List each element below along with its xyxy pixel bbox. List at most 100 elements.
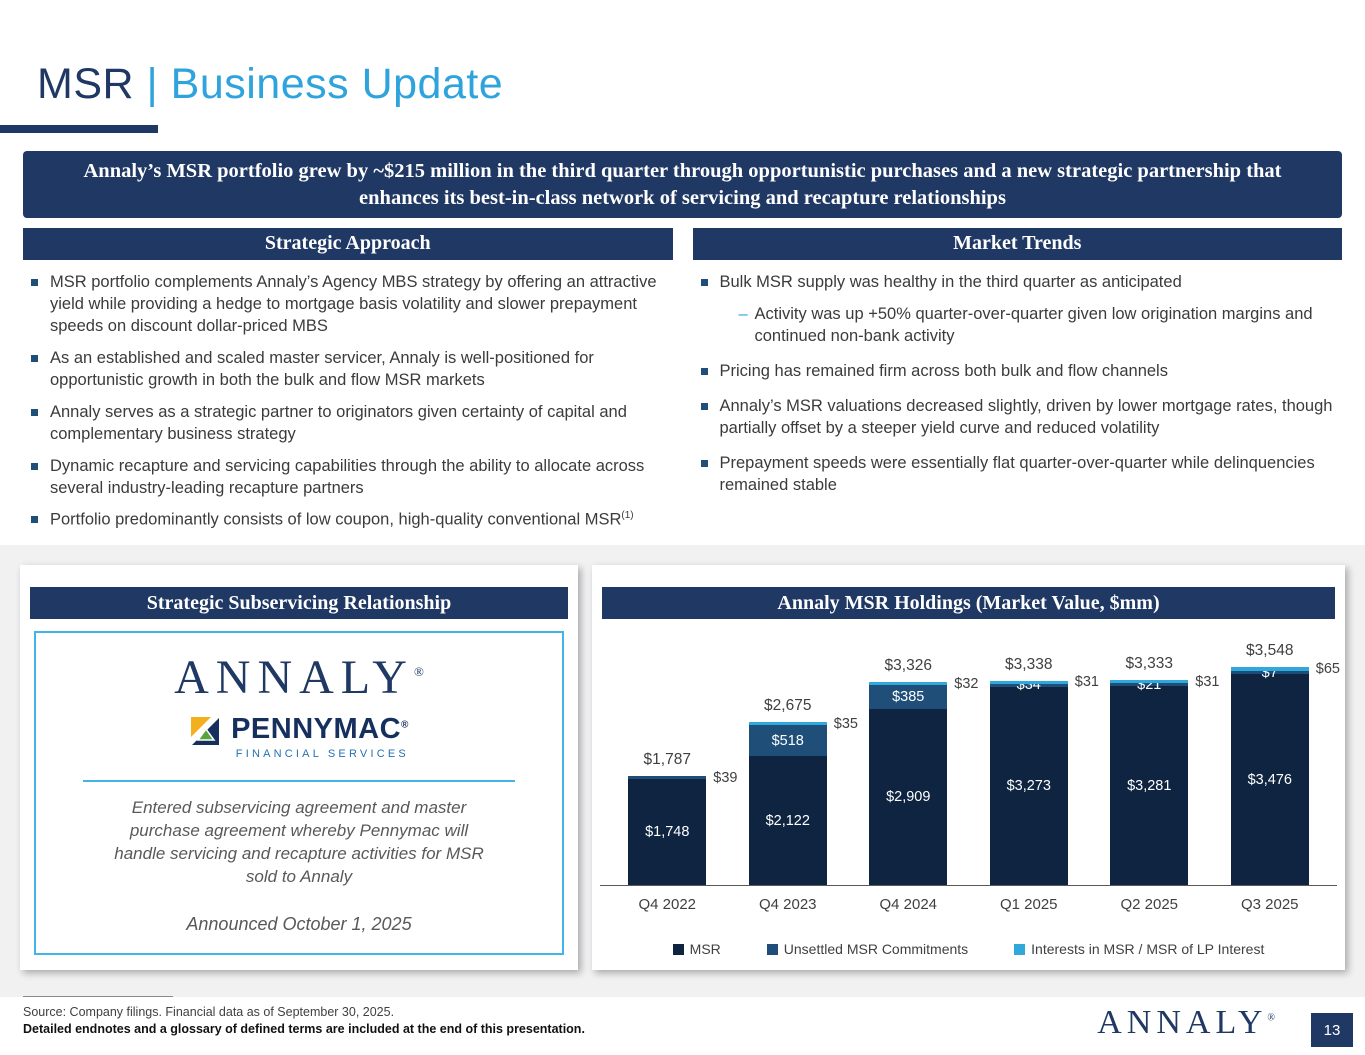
bar-segment (1110, 683, 1189, 687)
annaly-footer-logo: ANNALY® (1097, 1004, 1275, 1042)
x-axis-label: Q1 2025 (999, 896, 1058, 913)
footnote-marker: (1) (621, 510, 634, 522)
market-trends-list: Bulk MSR supply was healthy in the third… (693, 272, 1343, 497)
title-underline (0, 125, 158, 133)
segment-label: $518 (771, 732, 804, 749)
subservicing-card-header: Strategic Subservicing Relationship (30, 587, 568, 619)
bar-segment (869, 708, 948, 885)
sub-bullet-text: Activity was up +50% quarter-over-quarte… (754, 304, 1313, 345)
bullet-item: Bulk MSR supply was healthy in the third… (700, 272, 1337, 294)
sub-bullet-item: – Activity was up +50% quarter-over-quart… (701, 304, 1337, 348)
bullet-item: Annaly serves as a strategic partner to … (31, 402, 667, 446)
segment-label: $1,748 (645, 824, 690, 841)
holdings-chart-card: Annaly MSR Holdings (Market Value, $mm) … (592, 565, 1345, 970)
bullet-square-icon (31, 354, 38, 362)
bullet-square-icon (700, 367, 708, 375)
annaly-logo-registered-mark: ® (413, 664, 424, 679)
bullet-text: Prepayment speeds were essentially flat … (719, 453, 1315, 494)
pennymac-logo-icon (189, 715, 221, 752)
pennymac-logo-text: PENNYMAC (231, 713, 402, 746)
segment-label: $35 (833, 715, 858, 732)
footnote-divider (23, 996, 173, 997)
segment-label: $39 (713, 769, 738, 786)
legend-label: Unsettled MSR Commitments (783, 941, 969, 957)
legend-swatch-icon (672, 943, 684, 955)
bar-segment (748, 725, 827, 757)
bar-total-label: $3,326 (884, 657, 932, 675)
bullet-text: As an established and scaled master serv… (50, 348, 594, 389)
segment-label: $3,476 (1247, 771, 1292, 788)
source-note: Source: Company filings. Financial data … (23, 1005, 395, 1019)
dash-icon: – (738, 304, 748, 323)
legend-item: Unsettled MSR Commitments (766, 941, 969, 957)
annaly-footer-logo-text: ANNALY (1097, 1004, 1268, 1041)
market-trends-header: Market Trends (692, 228, 1342, 260)
bullet-item: Pricing has remained firm across both bu… (700, 361, 1337, 383)
bar-total-label: $1,787 (643, 751, 691, 769)
bullet-item: Annaly’s MSR valuations decreased slight… (700, 396, 1337, 440)
bullet-item: Dynamic recapture and servicing capabili… (31, 456, 667, 500)
bar-segment (748, 722, 827, 726)
bar-segment (628, 776, 707, 780)
lower-section-background: Strategic Subservicing Relationship ANNA… (0, 545, 1365, 997)
bullet-text: Portfolio predominantly consists of low … (50, 510, 634, 529)
holdings-chart-title: Annaly MSR Holdings (Market Value, $mm) (602, 587, 1335, 619)
bar-segment (869, 682, 948, 686)
pennymac-logo-wordmark: PENNYMAC® (231, 715, 409, 744)
bar-segment (989, 686, 1068, 885)
segment-label: $32 (954, 675, 979, 692)
pennymac-registered-mark: ® (401, 719, 409, 731)
strategic-approach-list: MSR portfolio complements Annaly’s Agenc… (23, 272, 673, 532)
bar-segment (1110, 686, 1189, 885)
legend-swatch-icon (1014, 943, 1026, 955)
bar-segment (869, 685, 948, 709)
page-title-secondary: Business Update (170, 60, 504, 108)
bar-segment (1230, 674, 1309, 885)
bullet-square-icon (31, 279, 38, 286)
segment-label: $2,909 (886, 788, 931, 805)
segment-label: $65 (1315, 661, 1340, 678)
bar-segment (1230, 667, 1309, 672)
subservicing-description: Entered subservicing agreement and maste… (114, 798, 484, 887)
legend-label: Interests in MSR / MSR of LP Interest (1031, 941, 1265, 957)
bar-segment (748, 756, 827, 885)
page-title: MSR | Business Update (37, 60, 503, 109)
annaly-footer-registered-mark: ® (1267, 1012, 1275, 1024)
x-axis-label: Q3 2025 (1240, 896, 1299, 913)
bar-segment (1110, 680, 1189, 684)
page-title-primary: MSR (37, 60, 135, 108)
bullet-item: Prepayment speeds were essentially flat … (700, 453, 1337, 497)
segment-label: $2,122 (765, 812, 810, 829)
subservicing-card: Strategic Subservicing Relationship ANNA… (20, 565, 578, 970)
bar-segment (1230, 671, 1309, 675)
legend-item: Interests in MSR / MSR of LP Interest (1014, 941, 1264, 957)
headline-banner: Annaly’s MSR portfolio grew by ~$215 mil… (23, 151, 1342, 219)
bar-total-label: $3,548 (1246, 642, 1294, 660)
x-axis-label: Q4 2023 (758, 896, 817, 913)
x-axis-line (600, 884, 1337, 886)
bullet-text: MSR portfolio complements Annaly’s Agenc… (50, 273, 657, 335)
segment-label: $3,273 (1006, 777, 1051, 794)
bullet-text: Bulk MSR supply was healthy in the third… (719, 273, 1182, 291)
market-trends-section: Market Trends Bulk MSR supply was health… (692, 228, 1343, 542)
segment-label: $31 (1074, 674, 1099, 691)
bullet-text: Annaly serves as a strategic partner to … (50, 402, 627, 443)
bar-segment (628, 779, 707, 885)
subservicing-content-box: ANNALY® PENNYMAC® FINANCIAL SERVICES (34, 631, 564, 955)
content-columns: Strategic Approach MSR portfolio complem… (23, 228, 1342, 542)
subservicing-announcement: Announced October 1, 2025 (186, 914, 412, 935)
pennymac-logo-subtext: FINANCIAL SERVICES (235, 748, 409, 761)
page-title-separator: | (134, 60, 171, 108)
chart-plot: $1,748 $39 $1,787 Q4 2022 $2,122 $518 $35 $2,67… (600, 625, 1340, 913)
bar-total-label: $2,675 (764, 697, 812, 715)
strategic-approach-section: Strategic Approach MSR portfolio complem… (23, 228, 673, 542)
bullet-item: Portfolio predominantly consists of low … (31, 509, 667, 531)
segment-label: $31 (1195, 673, 1220, 690)
x-axis-label: Q4 2024 (879, 896, 938, 913)
legend-swatch-icon (766, 943, 778, 955)
bullet-square-icon (700, 459, 708, 467)
annaly-logo-text: ANNALY (174, 651, 414, 704)
bar-segment (989, 683, 1068, 687)
chart-legend: MSR Unsettled MSR Commitments Interests in… (592, 941, 1345, 957)
